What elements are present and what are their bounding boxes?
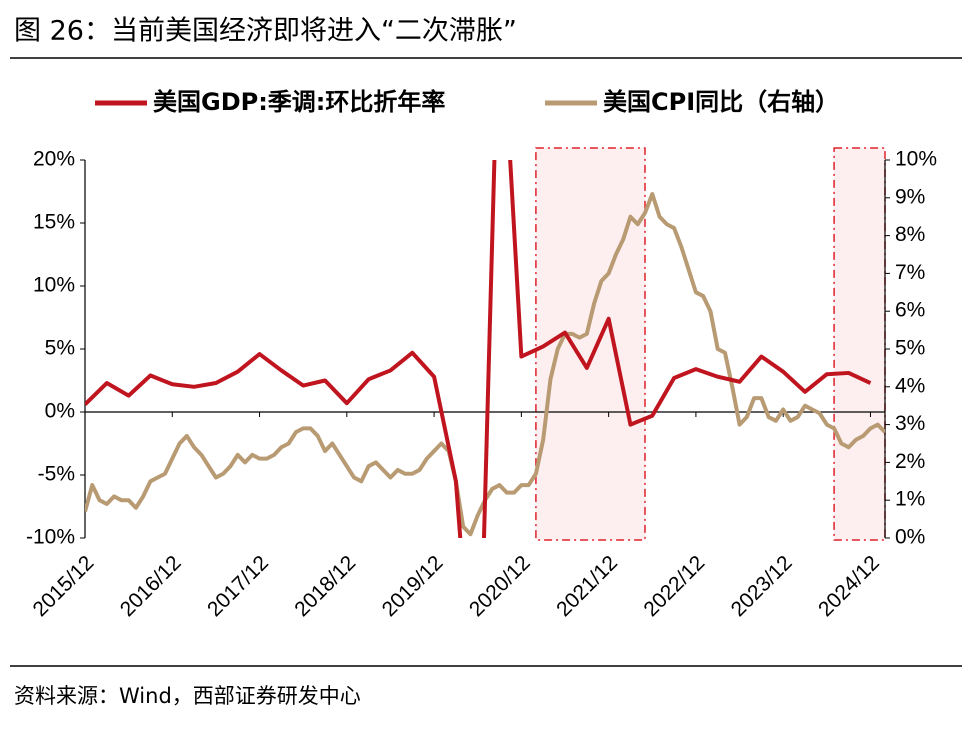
source: 资料来源：Wind，西部证券研发中心 <box>14 684 361 708</box>
x-tick-label: 2015/12 <box>29 551 99 621</box>
x-tick-label: 2022/12 <box>639 551 709 621</box>
x-tick-label: 2020/12 <box>465 551 535 621</box>
y2-tick-label: 0% <box>895 526 925 549</box>
y-tick-label: 0% <box>45 400 75 423</box>
x-tick-label: 2016/12 <box>116 551 186 621</box>
x-tick-label: 2024/12 <box>814 551 884 621</box>
x-tick-label: 2023/12 <box>727 551 797 621</box>
x-tick-label: 2021/12 <box>552 551 622 621</box>
y-tick-label: 5% <box>45 337 75 360</box>
plot-area <box>85 160 885 538</box>
highlight-range <box>535 147 646 541</box>
y2-tick-label: 7% <box>895 261 925 284</box>
legend-label: 美国GDP:季调:环比折年率 <box>153 88 445 116</box>
chart-title: 图 26：当前美国经济即将进入“二次滞胀” <box>14 16 517 47</box>
y2-tick-label: 5% <box>895 337 925 360</box>
y2-tick-label: 4% <box>895 374 925 397</box>
y-tick-label: 10% <box>33 274 75 297</box>
y2-tick-label: 9% <box>895 185 925 208</box>
y-tick-label: 20% <box>33 148 75 171</box>
y-tick-label: -10% <box>26 526 75 549</box>
y2-tick-label: 10% <box>895 148 937 171</box>
y2-tick-label: 6% <box>895 299 925 322</box>
highlight-range <box>833 147 886 541</box>
y2-tick-label: 2% <box>895 450 925 473</box>
x-tick-label: 2017/12 <box>203 551 273 621</box>
y2-tick-label: 1% <box>895 488 925 511</box>
y2-tick-label: 3% <box>895 412 925 435</box>
y-tick-label: -5% <box>38 463 75 486</box>
x-tick-label: 2018/12 <box>290 551 360 621</box>
y-tick-label: 15% <box>33 211 75 234</box>
series-line <box>85 160 872 538</box>
legend-label: 美国CPI同比（右轴） <box>603 88 839 116</box>
y2-tick-label: 8% <box>895 223 925 246</box>
x-tick-label: 2019/12 <box>378 551 448 621</box>
